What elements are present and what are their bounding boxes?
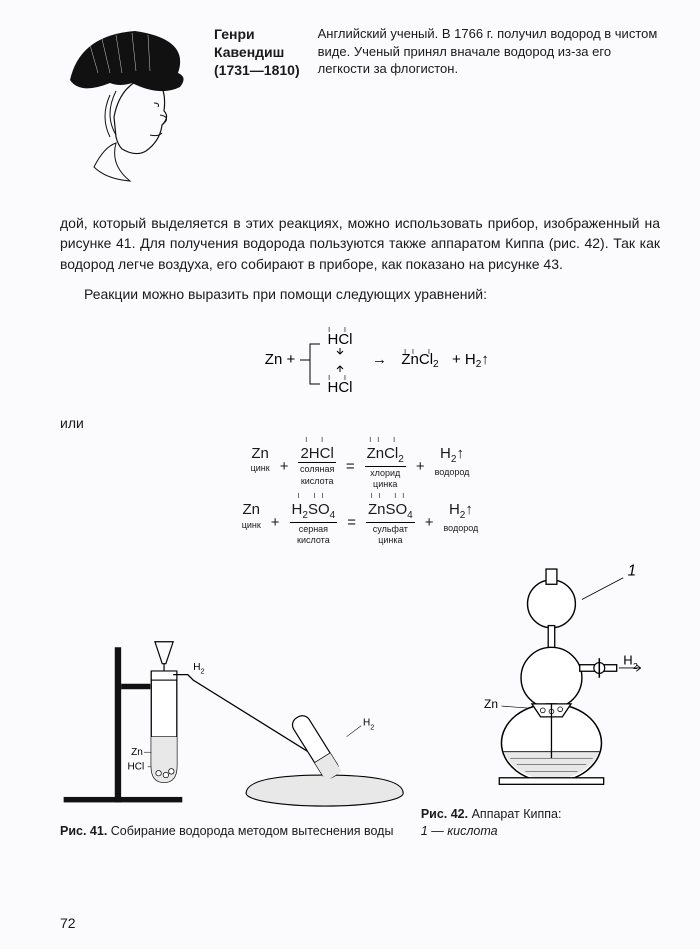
bio-description: Английский ученый. В 1766 г. получил вод…	[318, 25, 660, 78]
svg-text:H: H	[623, 652, 632, 667]
or-label: или	[60, 415, 660, 431]
cavendish-portrait	[60, 25, 200, 185]
equation-bracket: Zn + I I HCl I I HCl → II I ZnCl2 + H2↑	[210, 314, 510, 409]
page-number: 72	[60, 915, 76, 931]
svg-text:→: →	[372, 351, 387, 368]
name-years: (1731—1810)	[214, 62, 300, 78]
paragraph-1: дой, который выделяется в этих реакциях,…	[60, 213, 660, 274]
svg-text:2: 2	[633, 661, 638, 671]
svg-text:Zn +: Zn +	[265, 351, 296, 368]
para2-text: Реакции можно выразить при помощи следую…	[84, 286, 487, 302]
svg-text:HCl: HCl	[128, 762, 145, 773]
svg-text:HCl: HCl	[328, 331, 353, 348]
fig41-caption: Рис. 41. Собирание водорода методом выте…	[60, 823, 407, 840]
reaction-1: Znцинк + I I2HClсолянаякислота = II IZnC…	[60, 437, 660, 489]
svg-text:2: 2	[370, 722, 374, 731]
svg-text:Zn: Zn	[484, 697, 498, 711]
figures-row: H2 Zn HCl H2 Рис. 41.	[60, 556, 660, 840]
bio-block: Генри Кавендиш (1731—1810) Английский уч…	[214, 25, 660, 185]
svg-text:H: H	[363, 718, 370, 729]
svg-text:H: H	[193, 662, 200, 673]
header: Генри Кавендиш (1731—1810) Английский уч…	[60, 25, 660, 185]
svg-text:1: 1	[627, 562, 635, 579]
name-line2: Кавендиш	[214, 44, 284, 60]
textbook-page: Генри Кавендиш (1731—1810) Английский уч…	[0, 0, 700, 949]
svg-text:HCl: HCl	[328, 379, 353, 396]
paragraph-2: Реакции можно выразить при помощи следую…	[60, 284, 660, 304]
reaction-2: Znцинк + I IIH2SO4сернаякислота = II IIZ…	[60, 493, 660, 545]
svg-text:Zn: Zn	[131, 747, 143, 758]
figure-41: H2 Zn HCl H2 Рис. 41.	[60, 629, 407, 839]
fig42-caption: Рис. 42. Аппарат Киппа: 1 — кислота	[421, 806, 660, 840]
bio-name: Генри Кавендиш (1731—1810)	[214, 25, 300, 80]
figure-42: 1 H2	[421, 556, 660, 840]
svg-text:+ H2↑: + H2↑	[452, 351, 489, 370]
svg-text:2: 2	[201, 667, 205, 676]
name-line1: Генри	[214, 26, 255, 42]
